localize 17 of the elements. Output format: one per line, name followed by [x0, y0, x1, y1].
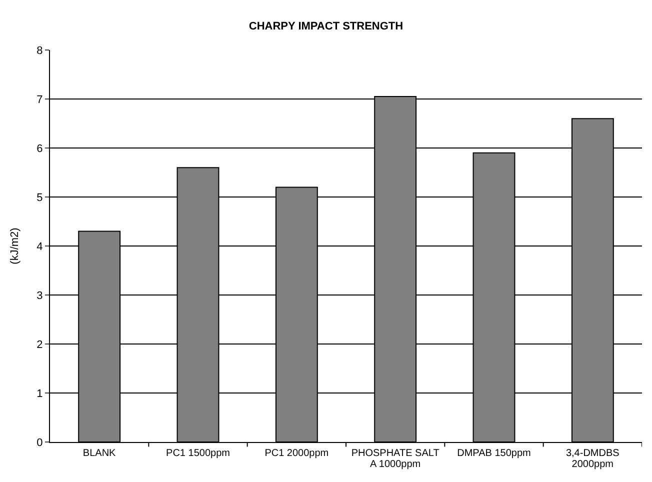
y-tick-label: 0	[36, 436, 43, 449]
y-tick-label: 7	[36, 94, 43, 106]
y-tick-label: 5	[36, 192, 43, 204]
y-tick-label: 1	[36, 388, 43, 400]
y-tick-label: 8	[36, 44, 43, 57]
x-tick-label: BLANK	[82, 448, 117, 459]
x-tick-label: PC1 1500ppm	[165, 448, 231, 459]
x-tick-label: PHOSPHATE SALT A 1000ppm	[350, 448, 440, 470]
chart-title: CHARPY IMPACT STRENGTH	[248, 20, 404, 32]
x-tick-label: DMPAB 150ppm	[456, 448, 532, 459]
y-tick-label: 3	[36, 290, 43, 302]
x-tick-label: PC1 2000ppm	[264, 448, 330, 459]
y-axis-title: (kJ/m2)	[9, 228, 21, 264]
y-tick-label: 2	[36, 338, 43, 351]
y-tick-label: 6	[36, 142, 43, 155]
x-tick-label: 3,4-DMDBS 2000ppm	[564, 448, 620, 470]
y-tick-label: 4	[36, 240, 43, 253]
